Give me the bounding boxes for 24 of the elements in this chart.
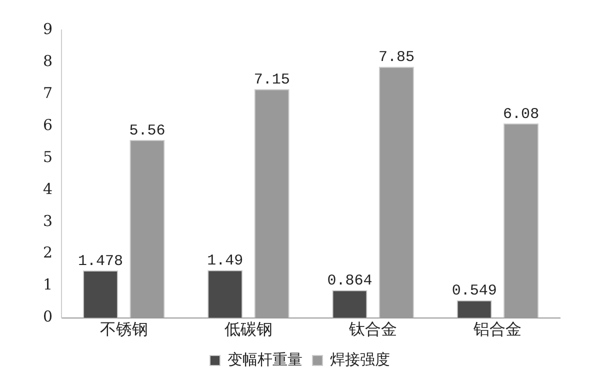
x-tick-label: 不锈钢 — [100, 320, 148, 339]
y-tick-label: 0 — [42, 308, 53, 326]
y-tick-label: 8 — [42, 52, 53, 70]
legend-label: 焊接强度 — [330, 350, 390, 368]
y-tick-label: 9 — [42, 20, 53, 38]
y-tick-label: 3 — [42, 212, 53, 230]
x-tick-label: 低碳钢 — [224, 320, 272, 339]
x-tick-label: 钛合金 — [348, 320, 398, 339]
y-tick-label: 1 — [42, 276, 53, 294]
y-tick-label: 4 — [42, 180, 53, 198]
y-tick-label: 7 — [42, 84, 53, 102]
data-label: 6.08 — [503, 106, 540, 123]
data-label: 1.49 — [207, 252, 244, 270]
data-label: 0.549 — [452, 282, 497, 300]
y-tick-label: 2 — [42, 244, 53, 262]
y-tick-label: 6 — [42, 116, 53, 134]
data-label: 0.864 — [327, 272, 372, 290]
y-tick-label: 5 — [42, 148, 53, 166]
legend-label: 变幅杆重量 — [228, 350, 302, 368]
data-label: 7.15 — [254, 72, 290, 89]
x-tick-label: 铝合金 — [472, 320, 522, 339]
data-label: 1.478 — [78, 253, 123, 270]
data-label: 7.85 — [378, 49, 414, 66]
data-label: 5.56 — [129, 122, 166, 140]
